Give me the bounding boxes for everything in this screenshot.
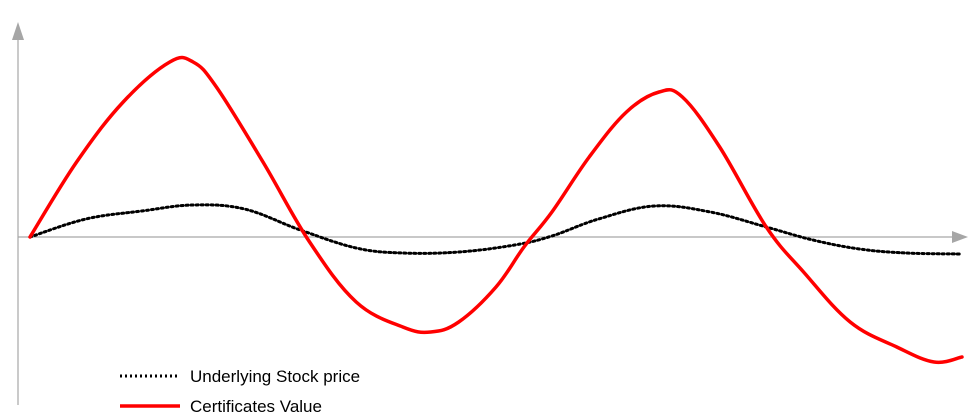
- legend-item-underlying: Underlying Stock price: [120, 367, 360, 386]
- legend-item-certificates: Certificates Value: [120, 397, 322, 416]
- series-layer: [29, 58, 964, 364]
- series-line-certificates: [30, 58, 962, 363]
- x-axis-arrow-icon: [952, 231, 968, 243]
- legend-label-certificates: Certificates Value: [190, 397, 322, 416]
- series-line-underlying: [30, 205, 962, 254]
- y-axis: [12, 22, 24, 405]
- x-axis: [18, 231, 968, 243]
- legend-label-underlying: Underlying Stock price: [190, 367, 360, 386]
- legend: Underlying Stock price Certificates Valu…: [120, 367, 360, 416]
- y-axis-arrow-icon: [12, 22, 24, 40]
